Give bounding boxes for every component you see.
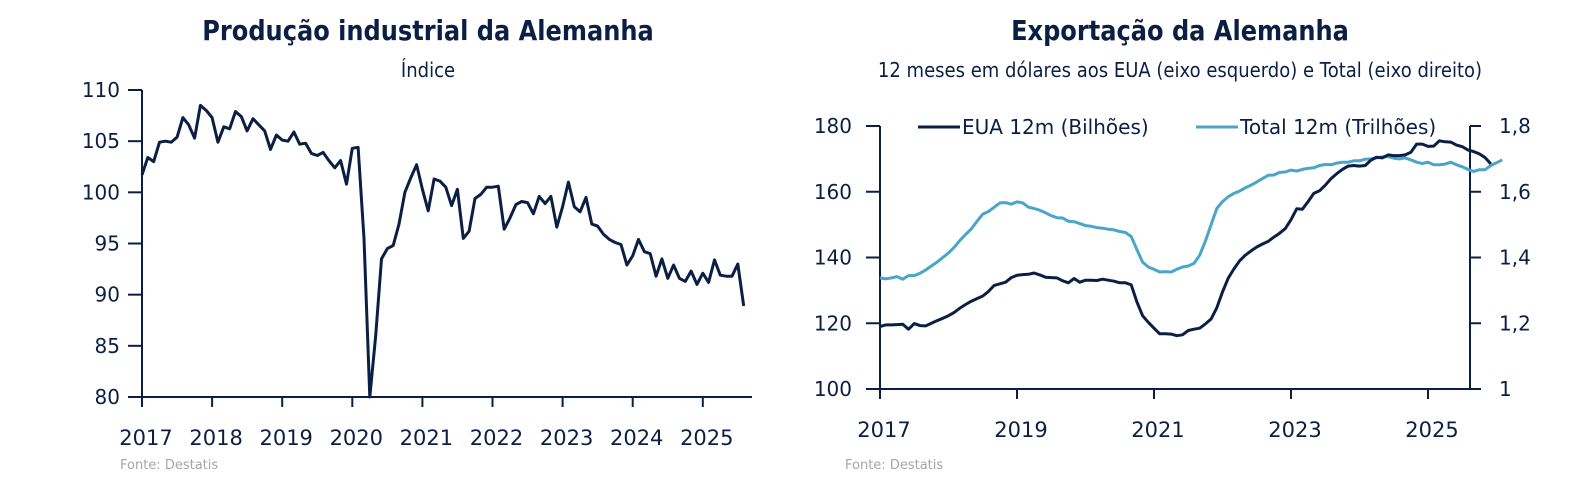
left-x-tick-label: 2017	[119, 426, 172, 450]
left-y-tick-label: 110	[82, 78, 120, 102]
left-y-tick-label: 105	[82, 129, 120, 153]
left-chart: 80 85 90 95 100 105 110 2017 2018 2019 2020 2021 202…	[82, 78, 752, 450]
left-x-tick-label: 2025	[680, 426, 733, 450]
right-chart-left-y-tick-label: 120	[814, 311, 852, 335]
right-chart-right-y-tick-label: 1,6	[1499, 180, 1531, 204]
right-chart-x-tick-label: 2023	[1268, 418, 1321, 442]
left-x-tick-label: 2020	[330, 426, 383, 450]
legend-eua-label: EUA 12m (Bilhões)	[962, 115, 1149, 139]
left-x-tick-label: 2023	[540, 426, 593, 450]
left-chart-subtitle: Índice	[400, 58, 456, 82]
right-chart-left-y-tick-label: 180	[814, 114, 852, 138]
right-chart-x-tick-label: 2017	[857, 418, 910, 442]
eua-series-line	[879, 139, 1492, 338]
total-series-line	[879, 155, 1503, 281]
left-x-tick-label: 2019	[259, 426, 312, 450]
right-chart-source: Fonte: Destatis	[845, 458, 944, 473]
right-chart-x-tick-label: 2025	[1405, 418, 1458, 442]
right-chart-right-y-tick-label: 1,8	[1499, 114, 1531, 138]
legend-total-label: Total 12m (Trilhões)	[1239, 115, 1436, 139]
left-chart-source: Fonte: Destatis	[120, 458, 219, 473]
left-x-tick-label: 2024	[610, 426, 663, 450]
left-x-tick-label: 2018	[189, 426, 242, 450]
right-chart-x-tick-label: 2019	[994, 418, 1047, 442]
left-x-tick-label: 2022	[470, 426, 523, 450]
right-chart-right-y-tick-label: 1	[1499, 377, 1512, 401]
right-chart-left-y-tick-label: 100	[814, 377, 852, 401]
right-chart-subtitle: 12 meses em dólares aos EUA (eixo esquer…	[877, 58, 1483, 82]
left-y-tick-label: 100	[82, 180, 120, 204]
right-chart-right-y-tick-label: 1,4	[1499, 246, 1531, 270]
right-chart-left-y-tick-label: 160	[814, 180, 852, 204]
left-y-tick-label: 95	[95, 232, 120, 256]
right-chart-x-tick-label: 2021	[1131, 418, 1184, 442]
left-y-tick-label: 85	[95, 334, 120, 358]
right-chart: 100 120 140 160 180 1 1,2 1,4 1,6 1,8 2017 2019 2021…	[814, 114, 1531, 442]
left-y-tick-label: 90	[95, 283, 120, 307]
right-chart-title: Exportação da Alemanha	[1011, 14, 1349, 47]
left-x-tick-label: 2021	[400, 426, 453, 450]
left-chart-title: Produção industrial da Alemanha	[202, 14, 654, 47]
right-chart-left-y-tick-label: 140	[814, 246, 852, 270]
left-y-tick-label: 80	[95, 385, 120, 409]
right-chart-right-y-tick-label: 1,2	[1499, 311, 1531, 335]
left-series-line	[140, 103, 746, 399]
